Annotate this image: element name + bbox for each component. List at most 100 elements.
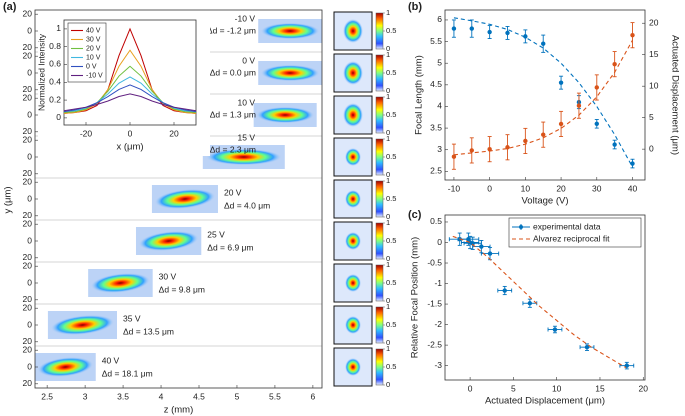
data-point: [612, 61, 617, 67]
y-tick-label: 0: [27, 25, 32, 35]
y-axis-label: Normalized Intensity: [36, 33, 46, 111]
x-tick-label: 30: [592, 183, 602, 193]
data-point: [612, 142, 617, 147]
data-point: [470, 241, 475, 246]
x-tick-label: -20: [80, 128, 93, 138]
x-tick-label: 5.5: [269, 391, 281, 401]
y-tick-label: 0: [27, 193, 32, 203]
legend: [67, 22, 107, 83]
focal-spot: [345, 232, 361, 250]
y-tick-label: 20: [23, 50, 33, 60]
y-tick-label: 5.5: [430, 36, 442, 46]
beam-spot: [260, 64, 320, 82]
y-tick-label: 0: [27, 151, 32, 161]
x-tick-label: 15: [595, 383, 605, 393]
colorbar-tick-label: 0: [386, 338, 390, 347]
y-tick-label: 20: [23, 302, 33, 312]
series-line: [63, 49, 197, 114]
y-tick-label: 20: [23, 294, 33, 304]
fit-line: [453, 39, 633, 156]
voltage-label: 40 V: [102, 355, 120, 365]
series-line: [63, 76, 197, 113]
data-point: [479, 244, 484, 249]
y2-axis-label: Actuated Displacement (μm): [669, 35, 680, 155]
data-point: [541, 132, 546, 137]
displacement-label: Δd = 1.3 μm: [210, 109, 256, 119]
displacement-label: Δd = 6.9 μm: [207, 242, 253, 252]
y-tick-label: 0: [27, 319, 32, 329]
data-point: [630, 161, 635, 166]
x-axis-label: x (μm): [116, 142, 143, 153]
y2-tick-label: 5: [649, 112, 654, 122]
colorbar-tick-label: 0: [386, 296, 390, 305]
voltage-label: 25 V: [207, 229, 225, 239]
y-tick-label: -2: [434, 319, 442, 329]
colorbar-tick-label: 0.5: [386, 194, 396, 203]
colorbar-tick-label: 0.5: [386, 236, 396, 245]
colorbar-tick-label: 0: [386, 128, 390, 137]
y-axis-label: Focal Length (mm): [414, 55, 425, 135]
data-point: [502, 288, 507, 293]
legend-swatch-point: [519, 225, 523, 229]
displacement-label: Δd = 18.1 μm: [102, 368, 153, 378]
displacement-label: Δd = 13.5 μm: [123, 326, 174, 336]
data-point: [523, 138, 528, 144]
x-tick-label: 20: [169, 128, 179, 138]
legend-label: -10 V: [86, 72, 103, 79]
y-tick-label: 20: [23, 134, 33, 144]
series-line: [63, 93, 197, 112]
y-tick-label: 0.5: [430, 216, 442, 226]
legend-label: 20 V: [86, 45, 101, 52]
y2-tick-label: 20: [649, 17, 659, 27]
legend-label: 30 V: [86, 36, 101, 43]
data-point: [469, 26, 474, 31]
y-tick-label: 0: [27, 361, 32, 371]
beam-spot: [260, 22, 320, 40]
voltage-label: 20 V: [224, 187, 242, 197]
colorbar-tick-label: 0: [386, 170, 390, 179]
displacement-label: Δd = 9.8 μm: [159, 284, 205, 294]
colorbar-tick-label: 0.5: [386, 68, 396, 77]
y2-tick-label: 0: [649, 143, 654, 153]
colorbar-tick-label: 1: [386, 134, 390, 143]
data-point: [487, 29, 492, 35]
y-tick-label: 1: [56, 23, 61, 33]
y2-tick-label: 15: [649, 49, 659, 59]
x-axis-label: z (mm): [164, 405, 194, 416]
y-tick-label: -1.5: [427, 298, 442, 308]
colorbar-tick-label: 0.5: [386, 362, 396, 371]
y-tick-label: 20: [23, 92, 33, 102]
x-tick-label: 10: [552, 383, 562, 393]
beam-spot: [37, 357, 94, 377]
x-axis-label: Voltage (V): [522, 196, 569, 207]
fit-line: [453, 17, 633, 168]
data-point: [594, 85, 599, 90]
data-point: [552, 327, 558, 332]
data-point: [527, 301, 533, 306]
colorbar-tick-label: 0: [386, 86, 390, 95]
y-tick-label: 20: [23, 8, 33, 18]
y-tick-label: 0.4: [49, 77, 61, 87]
beam-spot: [90, 273, 150, 293]
focal-spot: [345, 190, 361, 208]
legend-label: 10 V: [86, 54, 101, 61]
voltage-label: 35 V: [123, 313, 141, 323]
y-tick-label: 4.5: [430, 79, 442, 89]
colorbar: [375, 222, 384, 260]
beam-spot: [256, 106, 315, 124]
y-tick-label: 20: [23, 218, 33, 228]
colorbar-tick-label: 0: [386, 44, 390, 53]
y-tick-label: 6: [437, 14, 442, 24]
focal-spot: [345, 148, 361, 166]
colorbar-tick-label: 0: [386, 254, 390, 263]
colorbar-tick-label: 0: [386, 212, 390, 221]
data-point: [584, 344, 590, 350]
x-tick-label: 3.5: [117, 391, 129, 401]
displacement-label: Δd = 2.3 μm: [210, 144, 256, 154]
colorbar-tick-label: 1: [386, 344, 390, 353]
y-tick-label: 0: [56, 112, 61, 122]
y-tick-label: 0: [27, 277, 32, 287]
x-tick-label: 6: [311, 391, 316, 401]
x-tick-label: 20: [639, 383, 649, 393]
